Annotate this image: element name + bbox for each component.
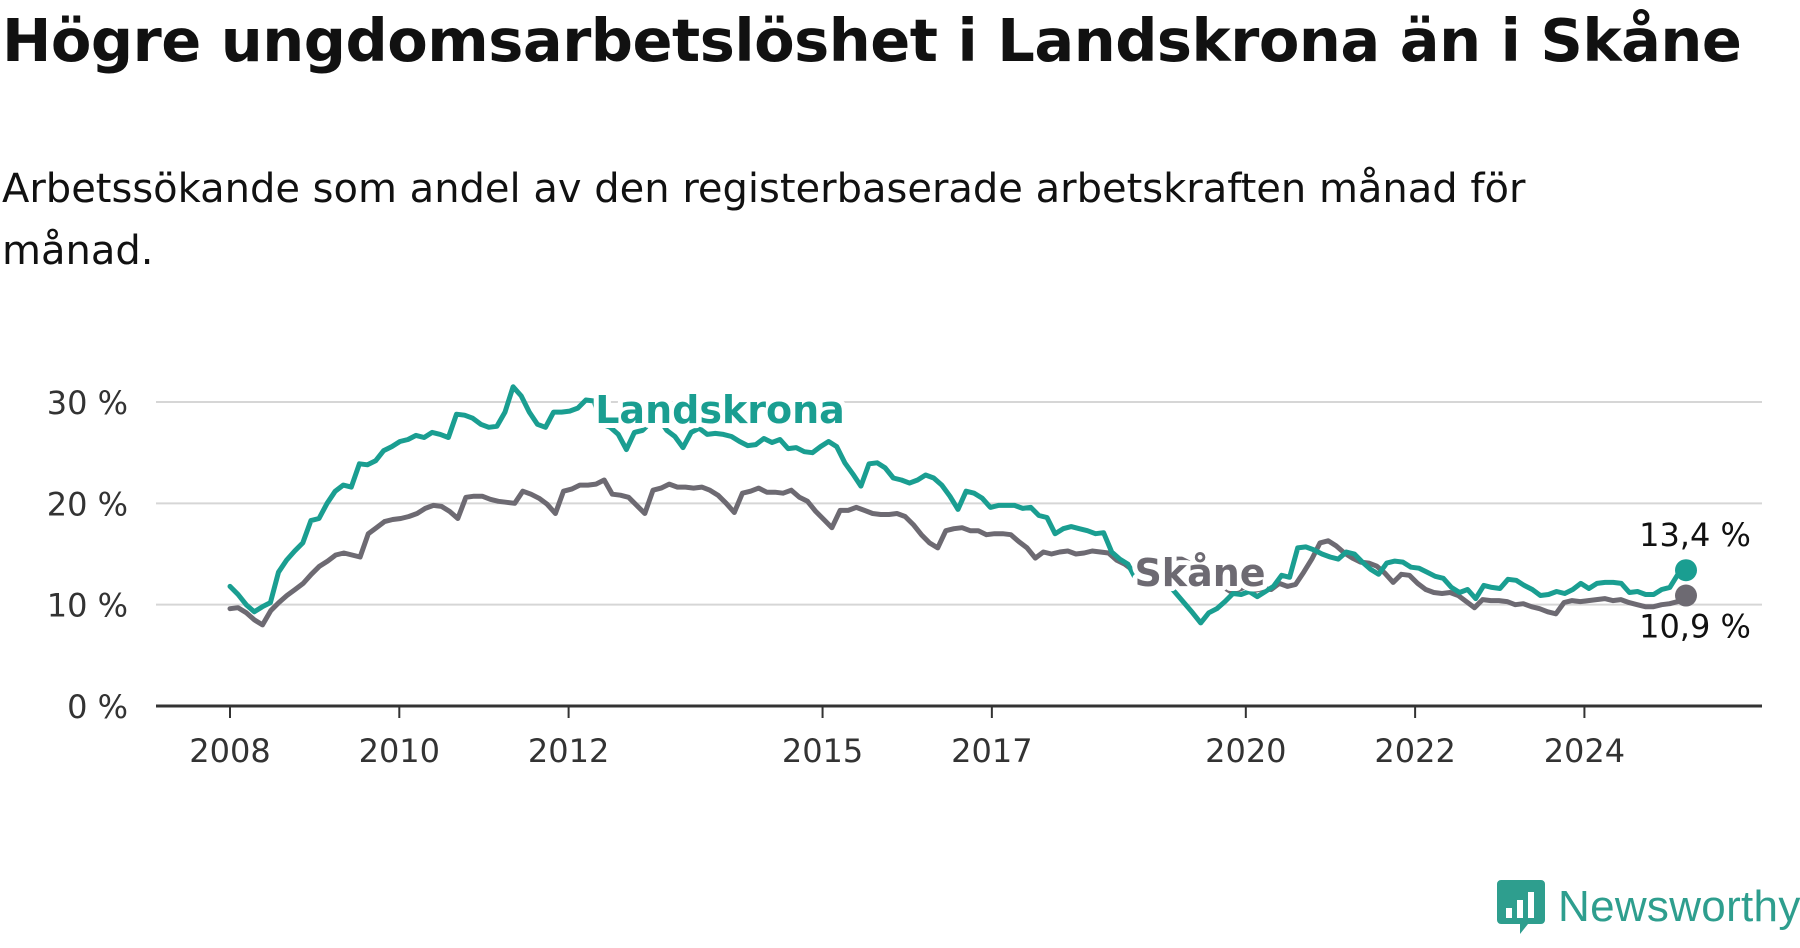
- series-name-label: Skåne: [1134, 551, 1265, 595]
- chart-badge-icon: [1497, 880, 1545, 934]
- series-end-dot: [1675, 584, 1697, 607]
- series-labels: Landskrona Skåne 10,9 % 13,4 %: [590, 383, 1755, 650]
- x-tick-label: 2008: [189, 732, 270, 770]
- x-axis-ticks: 2008 2010 2012 2015 2017 2020 2022 2024: [189, 706, 1625, 770]
- x-tick-label: 2024: [1544, 732, 1625, 770]
- series-line-skane: [227, 477, 1689, 628]
- x-tick-label: 2012: [528, 732, 609, 770]
- x-tick-label: 2017: [951, 732, 1032, 770]
- y-tick-label: 0 %: [67, 688, 128, 726]
- series-end-value-label: 13,4 %: [1639, 516, 1751, 554]
- series-end-value-label: 10,9 %: [1639, 608, 1751, 646]
- newsworthy-brand[interactable]: Newsworthy: [1496, 878, 1800, 936]
- y-tick-label: 10 %: [47, 587, 128, 625]
- brand-name: Newsworthy: [1558, 882, 1800, 931]
- series-end-dot: [1675, 559, 1697, 582]
- series-name-label: Landskrona: [595, 388, 845, 432]
- series-lines: [227, 384, 1697, 628]
- y-tick-label: 30 %: [47, 384, 128, 422]
- series-line-landskrona: [227, 384, 1689, 626]
- x-tick-label: 2020: [1205, 732, 1286, 770]
- chart-subtitle: Arbetssökande som andel av den registerb…: [2, 166, 1526, 274]
- x-tick-label: 2015: [782, 732, 863, 770]
- y-tick-label: 20 %: [47, 485, 128, 523]
- x-tick-label: 2022: [1374, 732, 1455, 770]
- y-axis-ticks: 0 % 10 % 20 % 30 %: [47, 384, 128, 726]
- chart-title: Högre ungdomsarbetslöshet i Landskrona ä…: [2, 6, 1742, 75]
- x-tick-label: 2010: [359, 732, 440, 770]
